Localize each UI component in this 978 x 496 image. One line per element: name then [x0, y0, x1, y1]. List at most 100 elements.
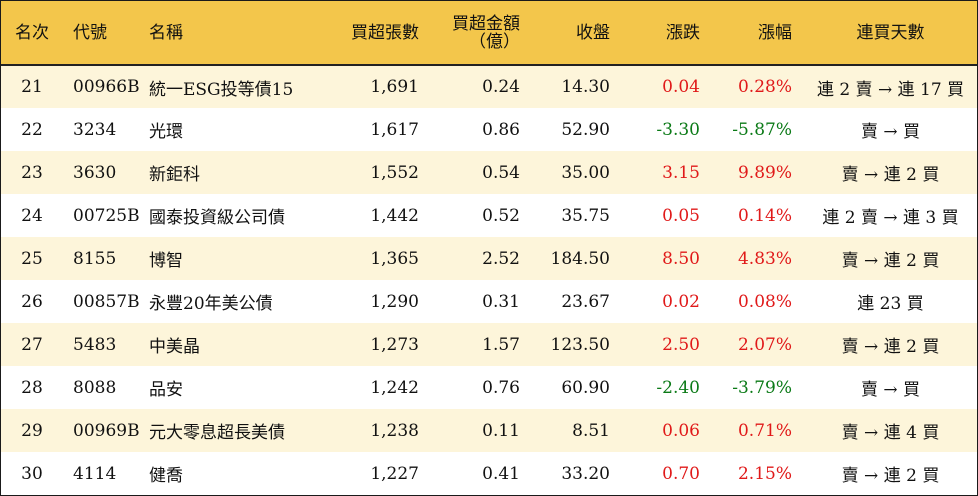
buy-shares-cell: 1,442 [370, 205, 419, 226]
header-days: 連買天數 [856, 22, 925, 43]
close-cell: 14.30 [561, 77, 610, 97]
pct-cell: 4.83% [737, 248, 792, 269]
table-row: 28 8088 品安 1,242 0.76 60.90 -2.40 -3.79% 賣 → 買 [1, 366, 977, 409]
header-name: 名稱 [149, 22, 183, 43]
rank-cell: 29 [21, 420, 43, 441]
code-cell: 00725B [73, 205, 140, 226]
pct-cell: 2.15% [737, 463, 792, 484]
pct-cell: -3.79% [732, 377, 792, 398]
header-pct: 漲幅 [758, 22, 792, 43]
name-cell: 博智 [149, 251, 183, 271]
days-cell: 賣 → 連 2 買 [841, 165, 940, 185]
code-cell: 00969B [73, 420, 140, 441]
name-cell: 中美晶 [149, 337, 200, 357]
pct-cell: 0.71% [737, 420, 792, 441]
close-cell: 52.90 [561, 119, 610, 140]
rank-cell: 24 [21, 205, 43, 226]
rank-cell: 27 [21, 334, 43, 355]
table-row: 27 5483 中美晶 1,273 1.57 123.50 2.50 2.07% 賣 → 連 2… [1, 323, 977, 366]
header-rank: 名次 [15, 22, 49, 43]
table-row: 22 3234 光環 1,617 0.86 52.90 -3.30 -5.87% 賣 → 買 [1, 108, 977, 151]
change-cell: 0.04 [662, 77, 700, 97]
name-cell: 國泰投資級公司債 [149, 208, 285, 228]
header-code: 代號 [73, 22, 107, 43]
buy-amount-cell: 0.24 [482, 77, 520, 97]
code-cell: 5483 [73, 334, 117, 355]
pct-cell: 9.89% [737, 162, 792, 183]
rank-cell: 26 [21, 291, 43, 312]
header-close: 收盤 [576, 22, 610, 43]
buy-amount-cell: 0.54 [482, 162, 520, 183]
name-cell: 品安 [149, 380, 183, 400]
days-cell: 連 23 買 [857, 294, 924, 314]
days-cell: 賣 → 買 [860, 380, 921, 400]
close-cell: 184.50 [550, 248, 610, 269]
rank-cell: 30 [21, 463, 43, 484]
close-cell: 23.67 [561, 291, 610, 312]
table-row: 24 00725B 國泰投資級公司債 1,442 0.52 35.75 0.05 0.14% 連… [1, 194, 977, 237]
header-change: 漲跌 [666, 22, 700, 43]
code-cell: 8088 [73, 377, 117, 398]
close-cell: 8.51 [572, 420, 610, 441]
buy-amount-cell: 0.11 [482, 420, 520, 441]
change-cell: 0.02 [662, 291, 700, 312]
close-cell: 33.20 [561, 463, 610, 484]
code-cell: 3234 [73, 119, 117, 140]
change-cell: 0.06 [662, 420, 700, 441]
rank-cell: 25 [21, 248, 43, 269]
buy-amount-cell: 0.41 [482, 463, 520, 484]
change-cell: -2.40 [656, 377, 700, 398]
table-row: 21 00966B 統一ESG投等債15 1,691 0.24 14.30 0.04 0.28… [1, 65, 977, 108]
change-cell: 2.50 [662, 334, 700, 355]
rank-cell: 22 [21, 119, 43, 140]
days-cell: 賣 → 買 [860, 122, 921, 142]
buy-shares-cell: 1,552 [370, 162, 419, 183]
pct-cell: 2.07% [737, 334, 792, 355]
days-cell: 賣 → 連 2 買 [841, 251, 940, 271]
buy-amount-cell: 1.57 [482, 334, 520, 355]
table-row: 29 00969B 元大零息超長美債 1,238 0.11 8.51 0.06 0.71% 賣 … [1, 409, 977, 452]
buy-shares-cell: 1,691 [370, 77, 419, 97]
pct-cell: 0.14% [737, 205, 792, 226]
code-cell: 3630 [73, 162, 117, 183]
name-cell: 健喬 [149, 466, 183, 486]
buy-amount-cell: 0.31 [482, 291, 520, 312]
header-buy-shares: 買超張數 [351, 22, 419, 43]
buy-amount-cell: 0.86 [482, 119, 520, 140]
code-cell: 00857B [73, 291, 140, 312]
buy-amount-cell: 2.52 [482, 248, 520, 269]
header-buy-amount-line1: 買超金額 [452, 13, 520, 34]
buy-shares-cell: 1,227 [370, 463, 419, 484]
name-cell: 元大零息超長美債 [149, 423, 285, 443]
name-cell: 新鉅科 [149, 165, 200, 185]
days-cell: 連 2 賣 → 連 17 買 [816, 79, 965, 100]
buy-shares-cell: 1,242 [370, 377, 419, 398]
table-row: 23 3630 新鉅科 1,552 0.54 35.00 3.15 9.89% 賣 → 連 2 … [1, 151, 977, 194]
close-cell: 123.50 [550, 334, 610, 355]
table-row: 25 8155 博智 1,365 2.52 184.50 8.50 4.83% 賣 → 連 2 … [1, 237, 977, 280]
code-cell: 4114 [73, 463, 117, 484]
pct-cell: -5.87% [732, 119, 792, 140]
header-buy-amount: 買超金額 （億） [431, 1, 532, 65]
close-cell: 35.00 [561, 162, 610, 183]
name-cell: 永豐20年美公債 [149, 294, 273, 314]
buy-shares-cell: 1,290 [370, 291, 419, 312]
code-cell: 00966B [73, 77, 140, 97]
name-cell: 統一ESG投等債15 [149, 79, 294, 100]
header-row: 名次 代號 名稱 買超張數 買超金額 （億） 收盤 漲跌 漲幅 連買天數 [1, 1, 977, 65]
rank-cell: 21 [21, 77, 43, 97]
pct-cell: 0.28% [737, 77, 792, 97]
days-cell: 賣 → 連 2 買 [841, 466, 940, 486]
close-cell: 35.75 [561, 205, 610, 226]
change-cell: 0.05 [662, 205, 700, 226]
change-cell: 0.70 [662, 463, 700, 484]
name-cell: 光環 [149, 122, 183, 142]
rank-cell: 28 [21, 377, 43, 398]
change-cell: -3.30 [656, 119, 700, 140]
change-cell: 8.50 [662, 248, 700, 269]
buy-shares-cell: 1,273 [370, 334, 419, 355]
code-cell: 8155 [73, 248, 117, 269]
rank-cell: 23 [21, 162, 43, 183]
